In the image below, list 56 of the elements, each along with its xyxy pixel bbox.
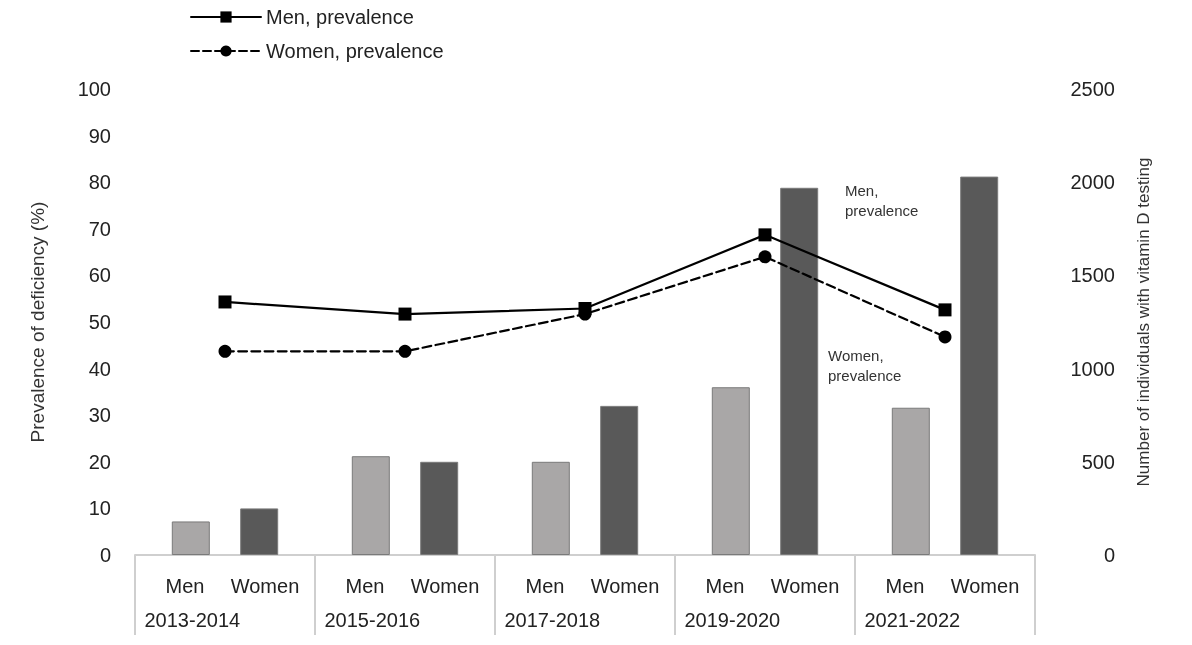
y-tick-label: 60	[88, 264, 111, 287]
x-tick-label: 2017-2018	[504, 609, 601, 631]
bar	[600, 405, 639, 555]
legend-label: Women, prevalence	[266, 40, 444, 62]
y-tick-label: 80	[88, 171, 111, 194]
text: Men	[705, 575, 745, 597]
text: Women	[230, 575, 300, 597]
text: Women	[950, 575, 1020, 597]
y2-tick-label: 1000	[1070, 357, 1115, 380]
bar	[780, 187, 819, 555]
y-tick-label: 30	[88, 404, 111, 427]
legend-label: Men, prevalence	[266, 6, 414, 28]
annotation: Women, prevalence	[828, 346, 902, 384]
bar	[171, 521, 210, 555]
bar	[240, 508, 279, 555]
series-label: Women	[410, 575, 480, 597]
y-tick-label: 10	[88, 497, 111, 520]
y-axis-title: Prevalence of deficiency (%)	[27, 201, 48, 443]
y-tick-label: 100	[77, 78, 111, 100]
point	[218, 344, 232, 358]
text: Women	[590, 575, 660, 597]
x-tick-label: 2015-2016	[324, 609, 421, 631]
bar	[891, 407, 930, 555]
bar	[531, 461, 570, 555]
bar	[351, 456, 390, 555]
text: Women	[770, 575, 840, 597]
text: Men	[345, 575, 385, 597]
x-tick-label: 2021-2022	[864, 609, 961, 631]
point	[758, 250, 772, 264]
x-tick-label: 2013-2014	[144, 609, 241, 631]
y-tick-label: 90	[88, 124, 111, 147]
x-tick-label: 2019-2020	[684, 609, 781, 631]
y-tick-label: 0	[99, 544, 111, 566]
annotation: Men, prevalence	[845, 181, 919, 219]
y2-tick-label: 2500	[1070, 78, 1115, 100]
point	[398, 344, 412, 358]
text: Men	[885, 575, 925, 597]
y-tick-label: 70	[88, 217, 111, 240]
series-label: Men	[165, 575, 205, 597]
y-tick-label: 20	[88, 450, 111, 473]
y2-tick-label: 500	[1081, 450, 1115, 473]
bar	[960, 176, 999, 555]
text: Men	[525, 575, 565, 597]
y2-tick-label: 0	[1103, 544, 1115, 566]
bar	[711, 387, 750, 555]
y2-tick-label: 2000	[1070, 171, 1115, 194]
point	[938, 330, 952, 344]
bar	[420, 461, 459, 555]
y2-axis-title: Number of individuals with vitamin D testing	[1134, 157, 1153, 487]
point	[758, 228, 772, 242]
y-tick-label: 40	[88, 357, 111, 380]
point	[218, 295, 232, 309]
point	[398, 307, 412, 321]
y-tick-label: 50	[88, 311, 111, 333]
point	[938, 303, 952, 317]
y2-tick-label: 1500	[1070, 264, 1115, 287]
